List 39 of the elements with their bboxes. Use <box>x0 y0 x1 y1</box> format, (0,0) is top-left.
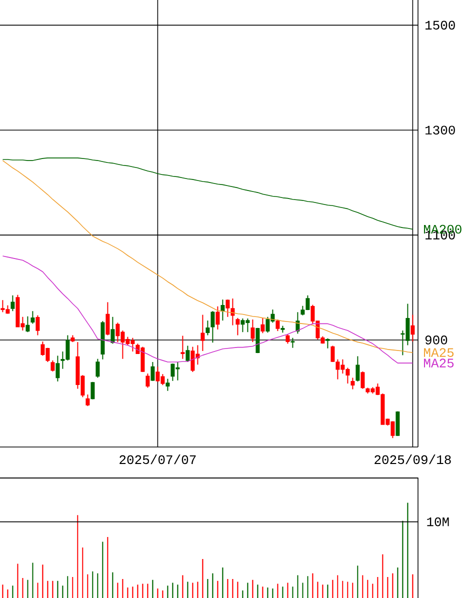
candlestick <box>186 345 190 363</box>
candlestick <box>90 381 95 400</box>
y-tick-label: 900 <box>425 336 448 344</box>
y-tick-label: 1500 <box>425 20 455 30</box>
candlestick <box>36 314 40 336</box>
candlestick <box>146 373 150 388</box>
candlestick <box>290 337 295 348</box>
candlestick <box>326 338 330 349</box>
candlestick <box>30 310 35 324</box>
candlestick <box>206 320 210 336</box>
candlestick <box>216 306 220 330</box>
candlestick <box>110 316 115 344</box>
candlestick <box>356 356 360 382</box>
candlestick <box>150 362 155 382</box>
series-label: MA25 <box>424 358 454 368</box>
candlestick <box>360 370 365 390</box>
candlestick <box>410 314 415 342</box>
candlestick <box>236 317 240 336</box>
candlestick <box>96 358 100 378</box>
candlestick <box>106 302 110 336</box>
candlestick <box>200 314 205 352</box>
candlestick <box>250 319 255 343</box>
series-label: MA25 <box>424 348 454 357</box>
x-tick-label: 2025/09/18 <box>374 454 451 464</box>
candlestick <box>26 316 30 333</box>
candlestick <box>210 310 215 344</box>
candlestick <box>50 360 55 372</box>
candlestick <box>396 410 400 436</box>
ref-line-label: 10M <box>427 517 449 526</box>
y-tick-label: 1300 <box>425 126 455 135</box>
candlestick <box>10 294 15 312</box>
x-tick-label: 2025/07/07 <box>120 454 196 464</box>
candlestick <box>56 355 60 382</box>
candlestick <box>86 394 90 407</box>
candlestick <box>180 335 185 360</box>
candlestick <box>350 377 355 390</box>
candlestick <box>166 378 170 392</box>
candlestick <box>286 334 290 344</box>
candlestick <box>260 317 265 334</box>
